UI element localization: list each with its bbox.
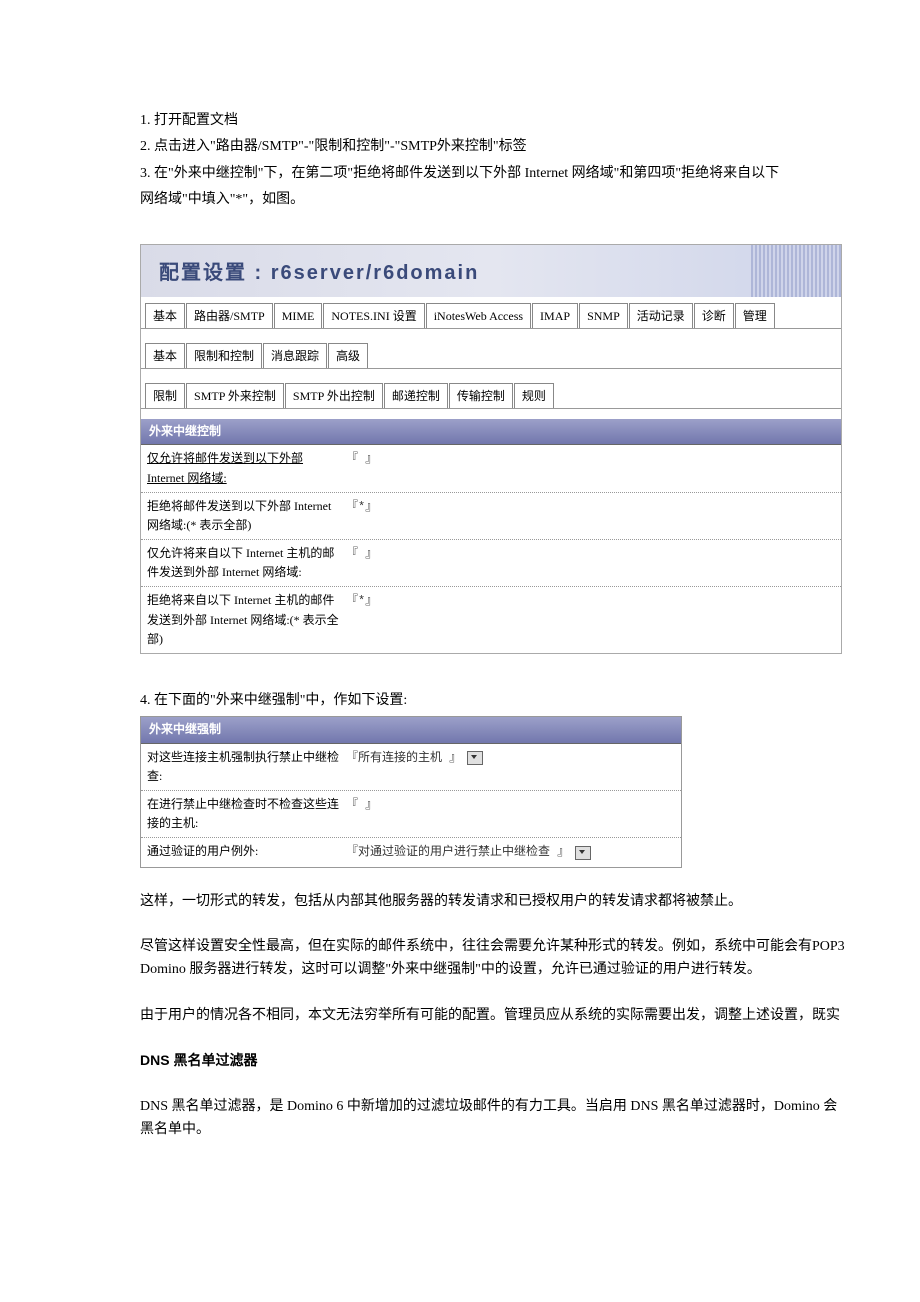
tabs-level-3: 限制SMTP 外来控制SMTP 外出控制邮递控制传输控制规则 bbox=[141, 377, 841, 409]
tab[interactable]: MIME bbox=[274, 303, 323, 328]
tab[interactable]: 诊断 bbox=[694, 303, 734, 328]
tab[interactable]: 基本 bbox=[145, 303, 185, 328]
tab[interactable]: 传输控制 bbox=[449, 383, 513, 408]
tab[interactable]: 限制 bbox=[145, 383, 185, 408]
step-1: 1. 打开配置文档 bbox=[140, 110, 880, 132]
tabs-level-2: 基本限制和控制消息跟踪高级 bbox=[141, 337, 841, 369]
field-label: 仅允许将来自以下 Internet 主机的邮件发送到外部 Internet 网络… bbox=[147, 544, 342, 582]
step-2: 2. 点击进入"路由器/SMTP"-"限制和控制"-"SMTP外来控制"标签 bbox=[140, 136, 880, 158]
paragraph-3: 由于用户的情况各不相同，本文无法穷举所有可能的配置。管理员应从系统的实际需要出发… bbox=[140, 1004, 880, 1028]
paragraph-2b: Domino 服务器进行转发，这时可以调整"外来中继强制"中的设置，允许已通过验… bbox=[140, 959, 880, 981]
tab[interactable]: 活动记录 bbox=[629, 303, 693, 328]
dropdown-icon[interactable] bbox=[467, 751, 483, 765]
section-inbound-relay-enforce: 外来中继强制 bbox=[141, 717, 681, 743]
field-value[interactable]: 『*』 bbox=[342, 591, 381, 611]
field-row: 拒绝将来自以下 Internet 主机的邮件发送到外部 Internet 网络域… bbox=[141, 587, 841, 653]
field-value[interactable]: 『 』 bbox=[342, 544, 381, 564]
tab[interactable]: 邮递控制 bbox=[384, 383, 448, 408]
field-row: 通过验证的用户例外:『对通过验证的用户进行禁止中继检查 』 bbox=[141, 838, 681, 866]
paragraph-1: 这样，一切形式的转发，包括从内部其他服务器的转发请求和已授权用户的转发请求都将被… bbox=[140, 890, 880, 914]
tab[interactable]: 基本 bbox=[145, 343, 185, 368]
field-value[interactable]: 『 』 bbox=[342, 449, 381, 469]
field-value[interactable]: 『*』 bbox=[342, 497, 381, 517]
section-inbound-relay-control: 外来中继控制 bbox=[141, 419, 841, 445]
panel-title: 配置设置 : r6server/r6domain bbox=[141, 245, 841, 297]
tabs-level-1: 基本路由器/SMTPMIMENOTES.INI 设置iNotesWeb Acce… bbox=[141, 297, 841, 329]
field-row: 仅允许将来自以下 Internet 主机的邮件发送到外部 Internet 网络… bbox=[141, 540, 841, 587]
tab[interactable]: IMAP bbox=[532, 303, 578, 328]
step-4: 4. 在下面的"外来中继强制"中，作如下设置: bbox=[140, 690, 880, 712]
field-label: 对这些连接主机强制执行禁止中继检查: bbox=[147, 748, 342, 786]
tab[interactable]: NOTES.INI 设置 bbox=[323, 303, 424, 328]
field-label: 拒绝将来自以下 Internet 主机的邮件发送到外部 Internet 网络域… bbox=[147, 591, 342, 649]
config-panel: 配置设置 : r6server/r6domain 基本路由器/SMTPMIMEN… bbox=[140, 244, 842, 654]
tab[interactable]: SNMP bbox=[579, 303, 628, 328]
step-3a: 3. 在"外来中继控制"下，在第二项"拒绝将邮件发送到以下外部 Internet… bbox=[140, 163, 880, 185]
field-label: 仅允许将邮件发送到以下外部 Internet 网络域: bbox=[147, 449, 342, 487]
tab[interactable]: 高级 bbox=[328, 343, 368, 368]
paragraph-4a: DNS 黑名单过滤器，是 Domino 6 中新增加的过滤垃圾邮件的有力工具。当… bbox=[140, 1095, 880, 1119]
field-value[interactable]: 『所有连接的主机 』 bbox=[342, 748, 483, 768]
field-label: 拒绝将邮件发送到以下外部 Internet 网络域:(* 表示全部) bbox=[147, 497, 342, 535]
tab[interactable]: 限制和控制 bbox=[186, 343, 262, 368]
step-3b: 网络域"中填入"*"，如图。 bbox=[140, 189, 880, 211]
tab[interactable]: SMTP 外出控制 bbox=[285, 383, 383, 408]
field-label: 在进行禁止中继检查时不检查这些连接的主机: bbox=[147, 795, 342, 833]
enforce-panel: 外来中继强制 对这些连接主机强制执行禁止中继检查:『所有连接的主机 』在进行禁止… bbox=[140, 716, 682, 867]
field-value[interactable]: 『 』 bbox=[342, 795, 381, 815]
field-label: 通过验证的用户例外: bbox=[147, 842, 342, 861]
tab[interactable]: 管理 bbox=[735, 303, 775, 328]
tab[interactable]: SMTP 外来控制 bbox=[186, 383, 284, 408]
tab[interactable]: iNotesWeb Access bbox=[426, 303, 531, 328]
dropdown-icon[interactable] bbox=[575, 846, 591, 860]
field-row: 对这些连接主机强制执行禁止中继检查:『所有连接的主机 』 bbox=[141, 744, 681, 791]
field-row: 在进行禁止中继检查时不检查这些连接的主机:『 』 bbox=[141, 791, 681, 838]
paragraph-2a: 尽管这样设置安全性最高，但在实际的邮件系统中，往往会需要允许某种形式的转发。例如… bbox=[140, 935, 880, 959]
field-row: 拒绝将邮件发送到以下外部 Internet 网络域:(* 表示全部)『*』 bbox=[141, 493, 841, 540]
field-value[interactable]: 『对通过验证的用户进行禁止中继检查 』 bbox=[342, 842, 591, 862]
tab[interactable]: 消息跟踪 bbox=[263, 343, 327, 368]
field-row: 仅允许将邮件发送到以下外部 Internet 网络域:『 』 bbox=[141, 445, 841, 492]
heading-dns-blacklist: DNS 黑名单过滤器 bbox=[140, 1049, 880, 1073]
tab[interactable]: 路由器/SMTP bbox=[186, 303, 273, 328]
paragraph-4b: 黑名单中。 bbox=[140, 1119, 880, 1141]
tab[interactable]: 规则 bbox=[514, 383, 554, 408]
